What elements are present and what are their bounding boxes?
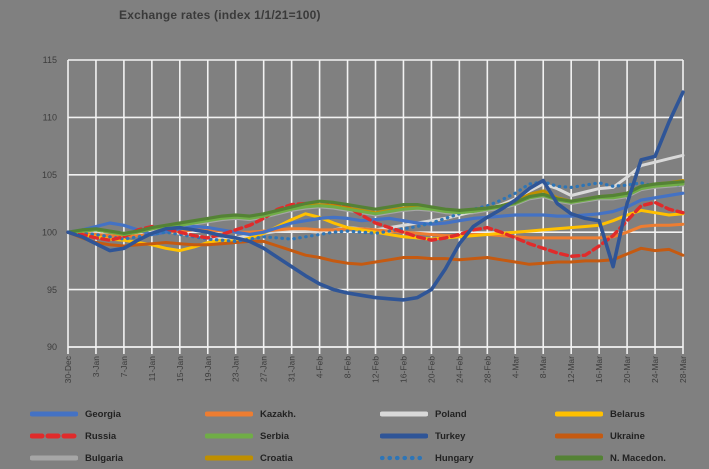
x-axis-label: 4-Feb [315, 356, 325, 378]
y-axis-label: 115 [43, 55, 57, 65]
series-line-turkey [66, 90, 685, 302]
y-axis-label: 110 [43, 113, 57, 123]
legend-item-ukraine: Ukraine [555, 431, 709, 442]
legend-label: Serbia [260, 430, 290, 442]
y-axis-label: 105 [42, 170, 57, 180]
legend-label: Bulgaria [85, 452, 124, 464]
y-axis-label: 95 [47, 285, 57, 295]
legend-item-hungary: Hungary [380, 453, 555, 464]
legend-label: N. Macedon. [610, 452, 666, 464]
legend-label: Kazakh. [260, 408, 296, 420]
legend-swatch-solid [30, 411, 78, 417]
legend-swatch-solid [380, 411, 428, 417]
series-line-n-macedon [66, 180, 685, 235]
legend-label: Turkey [435, 430, 466, 442]
x-axis-label: 31-Jan [287, 356, 297, 382]
x-axis-label: 12-Feb [371, 356, 381, 383]
x-axis-label: 8-Feb [343, 356, 353, 378]
legend-swatch-solid [380, 433, 428, 439]
x-axis-label: 23-Jan [231, 356, 241, 382]
legend-swatch-solid [30, 455, 78, 461]
x-axis-label: 16-Feb [398, 356, 408, 383]
legend-item-bulgaria: Bulgaria [30, 453, 205, 464]
x-axis-label: 3-Jan [91, 356, 101, 378]
series-line-belarus [66, 208, 685, 253]
x-axis-label: 28-Mar [678, 356, 688, 383]
x-axis-label: 24-Feb [454, 356, 464, 383]
x-axis-label: 28-Feb [482, 356, 492, 383]
x-axis-label: 11-Jan [147, 356, 157, 382]
x-axis-label: 20-Mar [622, 356, 632, 383]
legend-label: Croatia [260, 452, 293, 464]
legend-item-georgia: Georgia [30, 409, 205, 420]
y-axis-label: 100 [42, 227, 57, 237]
legend-item-n-macedon: N. Macedon. [555, 453, 709, 464]
legend-item-serbia: Serbia [205, 431, 380, 442]
legend-item-kazakh: Kazakh. [205, 409, 380, 420]
legend-label: Russia [85, 430, 117, 442]
legend-item-turkey: Turkey [380, 431, 555, 442]
legend-label: Georgia [85, 408, 121, 420]
legend-swatch-solid [555, 433, 603, 439]
legend-swatch-solid [205, 433, 253, 439]
series-line-ukraine [66, 230, 685, 266]
legend-label: Ukraine [610, 430, 645, 442]
x-axis-label: 12-Mar [566, 356, 576, 383]
legend-label: Poland [435, 408, 467, 420]
x-axis-label: 8-Mar [538, 356, 548, 378]
legend-swatch-solid [205, 455, 253, 461]
x-axis-label: 24-Mar [650, 356, 660, 383]
legend-item-croatia: Croatia [205, 453, 380, 464]
legend-swatch-solid [205, 411, 253, 417]
legend-item-russia: Russia [30, 431, 205, 442]
legend-label: Belarus [610, 408, 645, 420]
x-axis-label: 15-Jan [175, 356, 185, 382]
chart-title: Exchange rates (index 1/1/21=100) [119, 8, 321, 22]
x-axis-label: 20-Feb [426, 356, 436, 383]
legend-swatch-solid [555, 455, 603, 461]
legend-swatch-dashed [30, 433, 78, 439]
x-axis-label: 30-Dec [63, 355, 73, 383]
legend-swatch-dotted [380, 455, 428, 461]
x-axis-label: 27-Jan [259, 356, 269, 382]
x-axis-label: 4-Mar [510, 356, 520, 378]
x-axis-label: 19-Jan [203, 356, 213, 382]
x-axis-label: 16-Mar [594, 356, 604, 383]
chart-legend: Georgia Kazakh. Poland Belarus R [30, 403, 702, 469]
legend-swatch-solid [555, 411, 603, 417]
legend-label: Hungary [435, 452, 474, 464]
y-axis-label: 90 [47, 342, 57, 352]
series-line-hungary [66, 180, 685, 243]
x-axis-label: 7-Jan [119, 356, 129, 378]
legend-item-poland: Poland [380, 409, 555, 420]
legend-item-belarus: Belarus [555, 409, 709, 420]
plot-area: 90 95 100 105 110 115 30-Dec 3-Jan 7-Jan 11-Jan 15… [42, 55, 688, 383]
